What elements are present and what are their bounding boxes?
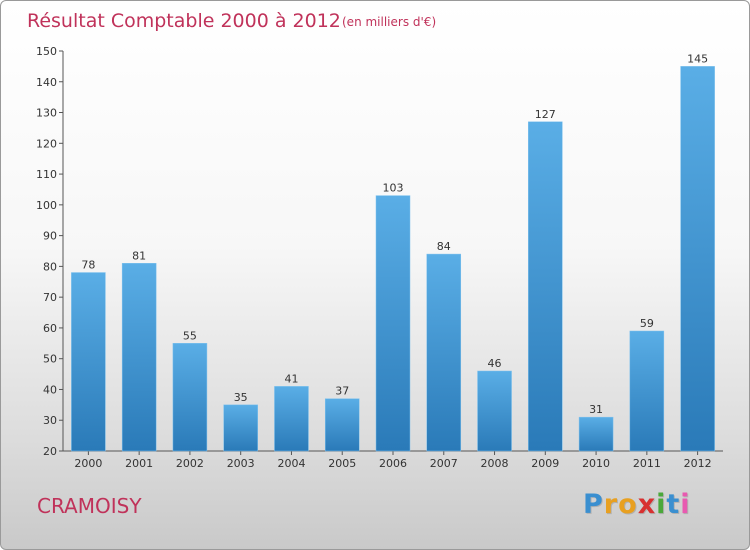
x-tick-label-2012: 2012 — [684, 457, 712, 470]
x-tick-label-2006: 2006 — [379, 457, 407, 470]
bar-2006 — [375, 195, 411, 452]
data-label-2003: 35 — [234, 391, 248, 404]
data-label-2000: 78 — [81, 259, 95, 272]
x-tick-label-2000: 2000 — [74, 457, 102, 470]
y-tick-label: 90 — [43, 230, 57, 243]
x-tick-label-2001: 2001 — [125, 457, 153, 470]
data-label-2002: 55 — [183, 329, 197, 342]
bar-2011 — [629, 330, 665, 452]
chart-subtitle: (en milliers d'€) — [342, 15, 436, 29]
bars: 78 81 55 35 41 37 103 84 46 127 31 59 145 — [71, 52, 715, 452]
logo-letter: t — [666, 489, 681, 520]
logo-letter: i — [656, 489, 667, 520]
x-tick-label-2005: 2005 — [328, 457, 356, 470]
bar-2001 — [121, 263, 157, 452]
data-label-2006: 103 — [383, 182, 404, 195]
y-tick-label: 130 — [36, 107, 57, 120]
data-label-2008: 46 — [488, 357, 502, 370]
y-tick-label: 120 — [36, 137, 57, 150]
proxiti-logo: Proxiti — [583, 489, 691, 520]
y-tick-label: 80 — [43, 260, 57, 273]
bar-2004 — [274, 386, 309, 452]
bar-2005 — [324, 398, 360, 452]
data-label-2001: 81 — [132, 249, 146, 262]
bar-2008 — [477, 370, 512, 452]
x-tick-label-2010: 2010 — [582, 457, 610, 470]
chart-title: Résultat Comptable 2000 à 2012 — [27, 10, 341, 32]
bar-2000 — [71, 272, 106, 452]
logo-letter: o — [618, 489, 638, 520]
bar-2010 — [578, 416, 614, 452]
x-tick-label-2008: 2008 — [481, 457, 509, 470]
bar-2003 — [223, 404, 258, 452]
y-tick-label: 40 — [43, 383, 57, 396]
x-tick-label-2009: 2009 — [531, 457, 559, 470]
bar-2009 — [528, 121, 563, 452]
place-name: CRAMOISY — [37, 494, 142, 518]
y-tick-label: 70 — [43, 291, 57, 304]
x-tick-label-2004: 2004 — [277, 457, 305, 470]
x-tick-label-2011: 2011 — [633, 457, 661, 470]
data-label-2011: 59 — [640, 317, 654, 330]
data-label-2012: 145 — [687, 52, 708, 65]
y-tick-label: 50 — [43, 353, 57, 366]
bar-2002 — [172, 343, 208, 452]
logo-letter: x — [637, 489, 657, 520]
data-label-2010: 31 — [589, 403, 603, 416]
bar-2007 — [426, 253, 462, 452]
logo-letter: i — [680, 489, 691, 520]
data-label-2005: 37 — [335, 385, 349, 398]
x-tick-label-2002: 2002 — [176, 457, 204, 470]
y-tick-label: 60 — [43, 322, 57, 335]
y-tick-label: 100 — [36, 199, 57, 212]
data-label-2009: 127 — [535, 108, 556, 121]
y-tick-label: 110 — [36, 168, 57, 181]
x-tick-label-2007: 2007 — [430, 457, 458, 470]
logo-letter: P — [583, 489, 604, 520]
y-tick-label: 20 — [43, 445, 57, 458]
x-tick-label-2003: 2003 — [227, 457, 255, 470]
data-label-2004: 41 — [284, 372, 298, 385]
bar-2012 — [680, 66, 715, 452]
data-label-2007: 84 — [437, 240, 451, 253]
y-tick-label: 150 — [36, 45, 57, 58]
logo-letter: r — [603, 489, 619, 520]
axes: 20 30 40 50 60 70 80 90 100 110 120 130 140 150 2000 20… — [36, 45, 723, 470]
y-tick-label: 140 — [36, 76, 57, 89]
y-tick-label: 30 — [43, 414, 57, 427]
